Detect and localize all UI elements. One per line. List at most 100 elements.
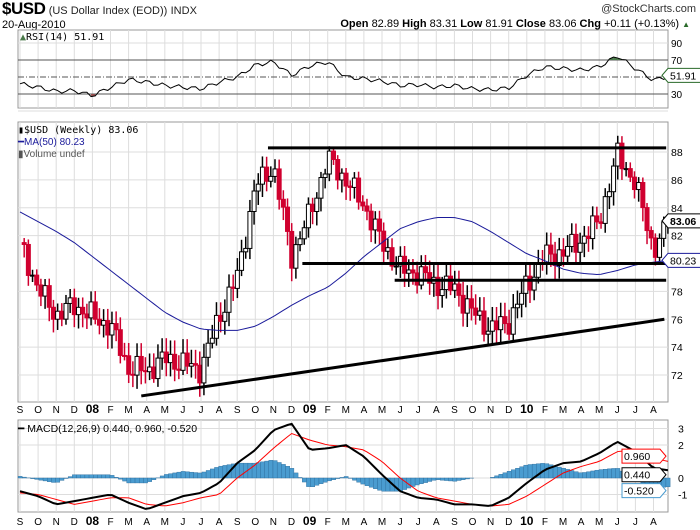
candle-down <box>25 243 31 276</box>
candle-down <box>138 355 144 372</box>
candle-up <box>159 351 165 359</box>
month-tick-label: 08 <box>86 402 100 416</box>
candle-down <box>331 150 337 161</box>
candle-down <box>460 294 466 314</box>
month-tick-label: J <box>615 405 620 416</box>
macd-histogram-bar <box>97 474 102 479</box>
chart-title: $USD (US Dollar Index (EOD)) INDX <box>2 0 197 20</box>
candle-down <box>598 221 604 224</box>
macd-value-tag: 0.440 <box>624 470 650 482</box>
macd-histogram-bar <box>59 477 65 481</box>
macd-histogram-bar <box>569 470 575 479</box>
macd-histogram-bar <box>335 477 341 479</box>
macd-histogram-bar <box>410 477 416 487</box>
month-tick-label: J <box>199 517 204 528</box>
macd-histogram-bar <box>260 461 265 479</box>
candle-up <box>255 183 261 192</box>
macd-histogram-bar <box>310 477 316 488</box>
copyright: @StockCharts.com <box>601 3 696 15</box>
month-tick-label: A <box>650 517 657 528</box>
candle-up <box>418 266 424 286</box>
macd-histogram-bar <box>218 465 224 479</box>
macd-histogram-bar <box>293 472 299 479</box>
macd-histogram-bar <box>452 477 458 482</box>
month-tick-label: A <box>650 405 657 416</box>
macd-histogram-bar <box>34 477 40 480</box>
candle-down <box>176 368 182 371</box>
panel-frame <box>17 29 669 109</box>
candle-up <box>531 276 537 291</box>
macd-histogram-bar <box>327 477 332 482</box>
macd-histogram-bar <box>139 477 144 484</box>
macd-title: MACD(12,26,9) 0.440, 0.960, -0.520 <box>27 423 198 435</box>
price-tick-label: 86 <box>671 175 683 187</box>
close-label: Close <box>515 18 546 30</box>
month-tick-label: F <box>107 517 113 528</box>
month-tick-label: O <box>34 405 42 416</box>
macd-histogram-bar <box>318 477 324 484</box>
macd-signal-line <box>19 432 669 507</box>
month-tick-label: N <box>53 517 60 528</box>
candle-down <box>435 276 441 297</box>
candle-down <box>105 320 111 336</box>
candle-up <box>510 307 516 335</box>
candle-down <box>92 301 98 320</box>
candle-up <box>372 218 378 231</box>
candle-up <box>147 366 153 373</box>
candle-up <box>251 190 257 212</box>
rsi-legend: ▲RSI(14) 51.91 <box>20 32 105 43</box>
candle-down <box>364 205 370 212</box>
month-tick-label: M <box>124 405 132 416</box>
macd-histogram-bar <box>55 477 61 483</box>
month-tick-label: S <box>17 405 24 416</box>
candle-up <box>301 227 307 240</box>
macd-histogram-bar <box>143 477 148 484</box>
candle-down <box>456 283 462 296</box>
macd-histogram-bar <box>67 476 73 479</box>
candle-down <box>347 185 353 188</box>
macd-histogram-bar <box>494 475 499 479</box>
month-tick-label: M <box>124 517 132 528</box>
candle-up <box>205 342 211 358</box>
macd-histogram-bar <box>118 477 123 480</box>
macd-histogram-bar <box>607 468 612 479</box>
candle-down <box>46 285 52 308</box>
macd-signal-value-tag: 0.960 <box>624 451 650 463</box>
month-tick-label: A <box>216 517 223 528</box>
candle-up <box>556 249 562 266</box>
month-tick-label: 09 <box>303 514 317 528</box>
macd-histogram-bar <box>17 476 23 479</box>
candle-down <box>644 207 650 232</box>
macd-histogram-bar <box>80 474 86 479</box>
candle-up <box>623 168 629 171</box>
candle-up <box>569 233 575 247</box>
candle-down <box>21 242 27 245</box>
low-value: 81.91 <box>485 18 513 30</box>
candle-down <box>130 373 136 376</box>
macd-histogram-bar <box>414 477 420 486</box>
macd-histogram-bar <box>527 464 533 479</box>
month-tick-label: J <box>416 517 421 528</box>
macd-histogram-bar <box>109 475 115 479</box>
macd-histogram-bar <box>164 474 169 479</box>
candle-up <box>109 323 115 336</box>
candle-up <box>188 363 194 367</box>
candle-down <box>389 247 395 267</box>
month-tick-label: J <box>180 517 185 528</box>
month-tick-label: 08 <box>86 514 100 528</box>
macd-histogram-bar <box>30 477 35 479</box>
month-tick-label: A <box>433 517 440 528</box>
month-tick-label: J <box>416 405 421 416</box>
month-tick-label: D <box>505 405 512 416</box>
candle-up <box>477 310 483 316</box>
candle-down <box>280 198 286 208</box>
macd-histogram-bar <box>423 477 428 483</box>
ma50-line <box>19 211 668 331</box>
candle-down <box>619 142 625 170</box>
candle-down <box>197 364 203 384</box>
macd-histogram-bar <box>444 477 449 481</box>
candle-up <box>602 196 608 224</box>
macd-tick-label: 3 <box>678 424 684 436</box>
symbol: $USD <box>2 0 46 18</box>
candle-up <box>393 265 399 268</box>
